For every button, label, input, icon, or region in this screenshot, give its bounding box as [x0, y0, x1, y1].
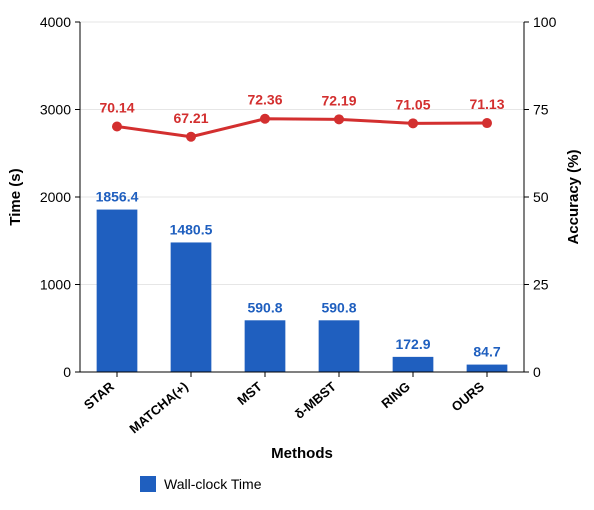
accuracy-marker — [186, 132, 196, 142]
bar — [171, 242, 212, 372]
bar — [245, 320, 286, 372]
left-tick-label: 4000 — [40, 14, 71, 30]
accuracy-marker — [112, 122, 122, 132]
legend-label: Wall-clock Time — [164, 476, 262, 492]
accuracy-value-label: 67.21 — [173, 110, 208, 126]
accuracy-marker — [408, 118, 418, 128]
accuracy-value-label: 70.14 — [99, 100, 134, 116]
bar-value-label: 172.9 — [395, 336, 430, 352]
legend-swatch — [140, 476, 156, 492]
left-axis-title: Time (s) — [7, 168, 24, 225]
bar — [393, 357, 434, 372]
chart-svg: 1856.4 1480.5 590.8 590.8 172.9 84.7 70.14 67.2… — [0, 0, 594, 510]
accuracy-value-label: 72.19 — [321, 92, 356, 108]
bar-value-label: 84.7 — [473, 344, 500, 360]
left-tick-label: 0 — [63, 364, 71, 380]
accuracy-value-label: 71.13 — [469, 96, 504, 112]
dual-axis-chart: 1856.4 1480.5 590.8 590.8 172.9 84.7 70.14 67.2… — [0, 0, 594, 510]
bar-value-label: 590.8 — [247, 299, 282, 315]
bar — [467, 365, 508, 372]
left-tick-label: 1000 — [40, 277, 71, 293]
x-axis-title: Methods — [271, 445, 333, 462]
left-tick-label: 3000 — [40, 102, 71, 118]
right-tick-label: 25 — [533, 277, 549, 293]
bar — [97, 210, 138, 372]
accuracy-value-label: 71.05 — [395, 96, 430, 112]
right-axis-title: Accuracy (%) — [565, 149, 582, 244]
left-tick-label: 2000 — [40, 189, 71, 205]
accuracy-marker — [482, 118, 492, 128]
right-tick-label: 50 — [533, 189, 549, 205]
accuracy-marker — [334, 114, 344, 124]
accuracy-value-label: 72.36 — [247, 92, 282, 108]
accuracy-marker — [260, 114, 270, 124]
chart-bg — [0, 0, 594, 510]
bar-value-label: 590.8 — [321, 299, 356, 315]
bar — [319, 320, 360, 372]
right-tick-label: 100 — [533, 14, 557, 30]
right-tick-label: 0 — [533, 364, 541, 380]
bar-value-label: 1856.4 — [96, 189, 139, 205]
bar-value-label: 1480.5 — [170, 221, 213, 237]
right-tick-label: 75 — [533, 102, 549, 118]
